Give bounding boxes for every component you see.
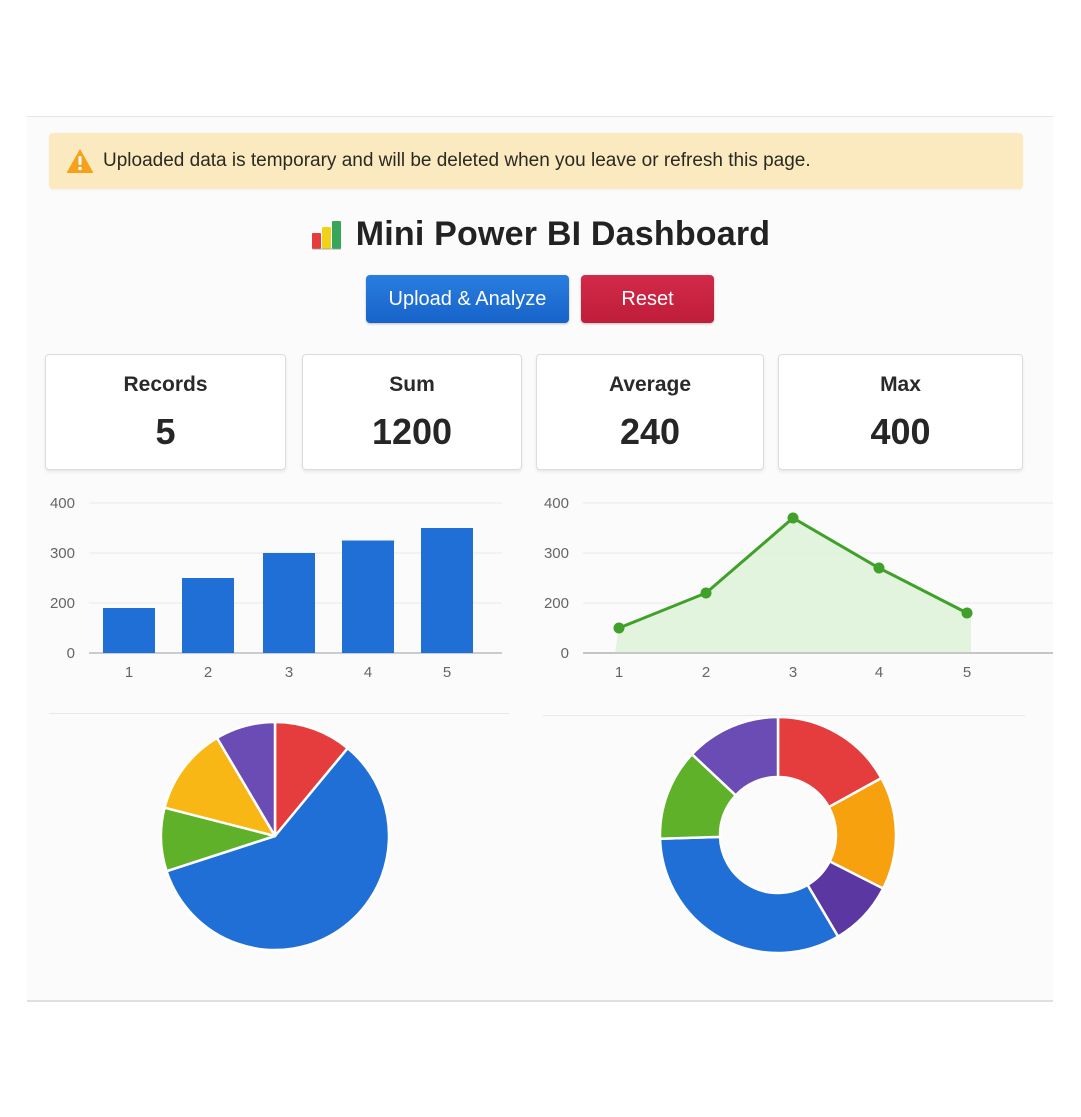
pie-slice-purple[interactable] bbox=[215, 720, 277, 838]
stat-label: Records bbox=[123, 373, 208, 396]
y-tick-label: 400 bbox=[544, 495, 569, 512]
y-tick-label: 200 bbox=[50, 595, 75, 612]
stat-card-sum: Sum 1200 bbox=[302, 354, 522, 470]
data-point[interactable] bbox=[961, 607, 973, 619]
reset-button[interactable]: Reset bbox=[581, 275, 714, 323]
pie-slice-yellow[interactable] bbox=[163, 736, 277, 838]
bar[interactable] bbox=[421, 528, 473, 653]
data-point[interactable] bbox=[613, 622, 625, 634]
stat-value: 5 bbox=[155, 411, 176, 452]
bar[interactable] bbox=[103, 608, 155, 653]
x-tick-label: 1 bbox=[125, 664, 133, 681]
stat-label: Average bbox=[608, 373, 692, 396]
stat-card-average: Average 240 bbox=[536, 354, 764, 470]
data-point[interactable] bbox=[873, 562, 885, 574]
bar-chart: 0 200 300 400 1 2 3 4 5 bbox=[50, 495, 502, 681]
chart-divider bbox=[49, 713, 509, 714]
action-buttons: Upload & Analyze Reset bbox=[27, 275, 1053, 323]
x-tick-label: 2 bbox=[204, 664, 212, 681]
y-tick-label: 0 bbox=[561, 645, 569, 662]
stat-value: 1200 bbox=[371, 411, 453, 452]
bar[interactable] bbox=[342, 540, 394, 654]
data-point[interactable] bbox=[700, 587, 712, 599]
stat-card-records: Records 5 bbox=[45, 354, 286, 470]
pie-slice-blue[interactable] bbox=[658, 835, 840, 955]
alert-message: Uploaded data is temporary and will be d… bbox=[103, 150, 811, 171]
x-tick-label: 3 bbox=[285, 664, 293, 681]
bar[interactable] bbox=[182, 578, 234, 653]
dashboard-page: Uploaded data is temporary and will be d… bbox=[27, 116, 1053, 1002]
pie-slice-purple[interactable] bbox=[690, 715, 780, 797]
upload-analyze-button[interactable]: Upload & Analyze bbox=[366, 275, 569, 323]
area-fill bbox=[615, 518, 971, 653]
temporary-data-alert: Uploaded data is temporary and will be d… bbox=[49, 133, 1023, 189]
stats-cards: Records 5 Sum 1200 Average 240 Max 400 bbox=[45, 354, 1023, 470]
x-tick-label: 2 bbox=[702, 664, 710, 681]
stat-card-max: Max 400 bbox=[778, 354, 1023, 470]
data-point[interactable] bbox=[787, 512, 799, 524]
page-title: Mini Power BI Dashboard bbox=[355, 215, 771, 253]
donut-chart bbox=[658, 715, 898, 955]
pie-slice-blue[interactable] bbox=[165, 746, 391, 952]
pie-slice-red[interactable] bbox=[273, 720, 349, 838]
bar[interactable] bbox=[263, 553, 315, 653]
stat-value: 240 bbox=[619, 411, 681, 452]
stat-value: 400 bbox=[870, 411, 931, 452]
x-tick-label: 4 bbox=[875, 664, 883, 681]
y-tick-label: 200 bbox=[544, 595, 569, 612]
x-tick-label: 5 bbox=[443, 664, 451, 681]
x-tick-label: 4 bbox=[364, 664, 372, 681]
y-tick-label: 300 bbox=[50, 545, 75, 562]
y-tick-label: 0 bbox=[67, 645, 75, 662]
y-tick-label: 400 bbox=[50, 495, 75, 512]
x-tick-label: 3 bbox=[789, 664, 797, 681]
warning-triangle-icon bbox=[65, 147, 95, 175]
bar-chart-icon bbox=[310, 219, 344, 251]
y-tick-label: 300 bbox=[544, 545, 569, 562]
page-header: Mini Power BI Dashboard bbox=[27, 215, 1053, 254]
stat-label: Max bbox=[880, 373, 921, 396]
line-chart: 0 200 300 400 1 2 3 4 5 bbox=[544, 495, 1053, 681]
x-tick-label: 1 bbox=[615, 664, 623, 681]
chart-divider bbox=[543, 715, 1025, 716]
stat-label: Sum bbox=[389, 373, 435, 396]
pie-chart bbox=[159, 720, 391, 952]
x-tick-label: 5 bbox=[963, 664, 971, 681]
